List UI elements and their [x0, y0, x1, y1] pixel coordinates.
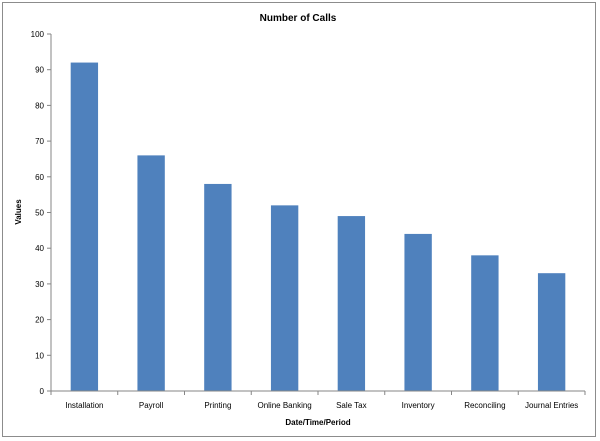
bar: [270, 205, 299, 391]
bar: [537, 273, 566, 391]
y-tick-label: 20: [35, 316, 44, 325]
y-tick-label: 50: [35, 209, 44, 218]
y-tick-label: 100: [31, 30, 45, 39]
y-tick-label: 70: [35, 137, 44, 146]
bar: [471, 255, 499, 391]
x-tick-label: Installation: [65, 401, 103, 410]
x-tick-label: Printing: [204, 401, 231, 410]
y-tick-label: 80: [35, 101, 44, 110]
bar: [70, 62, 99, 392]
bar: [337, 216, 366, 391]
bars-group: [70, 62, 566, 392]
x-axis-label: Date/Time/Period: [285, 418, 350, 427]
x-tick-label: Sale Tax: [336, 401, 367, 410]
x-tick-label: Journal Entries: [525, 401, 578, 410]
y-axis: 0 10 20 30 40 50 60 70 80 90 100: [31, 30, 51, 396]
bar: [137, 155, 165, 391]
x-axis: Installation Payroll Printing Online Bankin…: [50, 391, 586, 410]
chart-title: Number of Calls: [260, 13, 337, 24]
x-tick-label: Reconciling: [464, 401, 505, 410]
y-axis-label: Values: [14, 199, 23, 225]
x-tick-label: Inventory: [402, 401, 435, 410]
y-tick-label: 40: [35, 244, 44, 253]
bar: [204, 183, 232, 391]
y-tick-label: 60: [35, 173, 44, 182]
y-tick-label: 10: [35, 351, 44, 360]
x-tick-label: Payroll: [139, 401, 164, 410]
y-tick-label: 90: [35, 66, 44, 75]
y-tick-label: 30: [35, 280, 44, 289]
x-tick-label: Online Banking: [257, 401, 311, 410]
y-tick-label: 0: [40, 387, 45, 396]
bar: [404, 233, 432, 391]
